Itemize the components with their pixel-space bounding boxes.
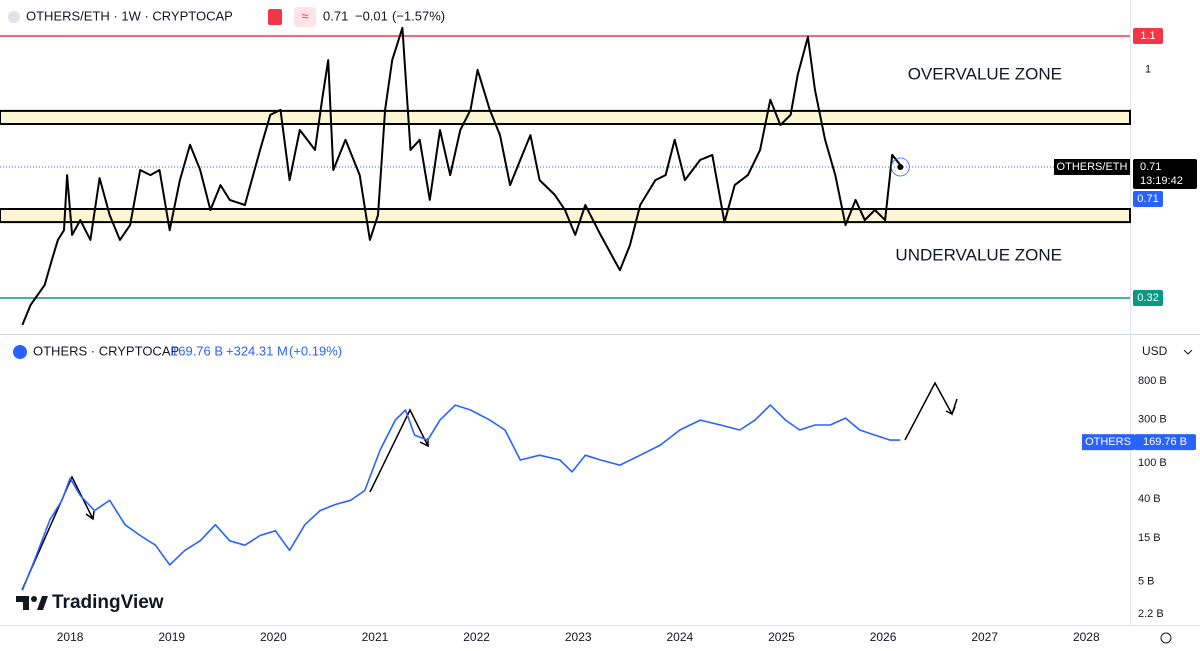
x-tick-label: 2019	[158, 630, 185, 644]
y-tick-label: 100 B	[1138, 457, 1167, 469]
price-line	[21, 26, 902, 326]
level-label: 1.1	[1140, 30, 1155, 42]
symbol-icon-2[interactable]	[13, 345, 27, 359]
price-badge	[1133, 159, 1197, 190]
header-price-2: 169.76 B	[171, 343, 223, 358]
indicator-icon[interactable]	[294, 7, 316, 27]
x-tick-label: 2028	[1073, 630, 1100, 644]
x-tick-label: 2024	[666, 630, 693, 644]
header-change-pct: (−1.57%)	[392, 8, 445, 23]
x-tick-label: 2020	[260, 630, 287, 644]
brand-name: TradingView	[52, 592, 164, 613]
header-change: −0.01	[355, 8, 388, 23]
y-tick-label: 15 B	[1138, 532, 1161, 544]
logo-slash	[37, 596, 48, 610]
series-name: OTHERS/ETH	[1057, 161, 1128, 173]
y-tick-label: 40 B	[1138, 493, 1161, 505]
brand-logo: TradingView	[16, 592, 164, 613]
last-point-ring	[890, 157, 910, 177]
settings-icon[interactable]	[1160, 632, 1172, 644]
series-name: OTHERS	[1085, 436, 1131, 448]
price-badge-blue	[1133, 191, 1163, 208]
level-badge	[1133, 27, 1163, 44]
arrow-2018	[21, 475, 95, 591]
symbol-title[interactable]: OTHERS/ETH · 1W · CRYPTOCAP	[26, 8, 233, 23]
x-tick-label: 2023	[565, 630, 592, 644]
x-tick-label: 2026	[870, 630, 897, 644]
x-tick-label: 2025	[768, 630, 795, 644]
x-tick-label: 2027	[971, 630, 998, 644]
price-badge	[1134, 434, 1196, 451]
zone-label: UNDERVALUE ZONE	[895, 245, 1062, 264]
header-change-2: +324.31 M	[226, 343, 288, 358]
zone-band	[0, 109, 1131, 125]
x-tick-label: 2022	[463, 630, 490, 644]
indicator-glyph: ≈	[301, 8, 308, 23]
price-line	[21, 404, 901, 591]
logo-mark	[16, 596, 29, 610]
dropdown-caret[interactable]	[1183, 349, 1193, 355]
zone-label: OVERVALUE ZONE	[908, 64, 1062, 83]
symbol-icon[interactable]	[8, 11, 20, 23]
x-tick-label: 2018	[57, 630, 84, 644]
market-flag	[268, 9, 282, 25]
y-tick-label: 300 B	[1138, 414, 1167, 426]
logo-dot	[31, 596, 37, 602]
countdown: 13:19:42	[1140, 175, 1183, 187]
series-name-badge	[1054, 159, 1130, 176]
y-tick-label: 800 B	[1138, 375, 1167, 387]
price-badge-value: 0.71	[1140, 161, 1161, 173]
currency-select[interactable]: USD	[1142, 344, 1168, 358]
x-tick-label: 2021	[362, 630, 389, 644]
y-tick-label: 2.2 B	[1138, 608, 1164, 620]
y-tick-label: 1	[1145, 63, 1151, 75]
level-badge	[1133, 290, 1163, 307]
arrow-projection	[904, 381, 958, 441]
series-name-badge	[1082, 434, 1134, 451]
y-tick-label: 5 B	[1138, 575, 1155, 587]
header-change-pct-2: (+0.19%)	[289, 343, 342, 358]
last-point	[897, 164, 904, 171]
level-label: 0.32	[1137, 292, 1158, 304]
drawn-arrows	[21, 381, 958, 591]
price-badge-value: 169.76 B	[1143, 436, 1187, 448]
header-price: 0.71	[323, 8, 348, 23]
price-badge-blue-value: 0.71	[1137, 193, 1158, 205]
symbol-title-2[interactable]: OTHERS · CRYPTOCAP	[33, 343, 179, 358]
